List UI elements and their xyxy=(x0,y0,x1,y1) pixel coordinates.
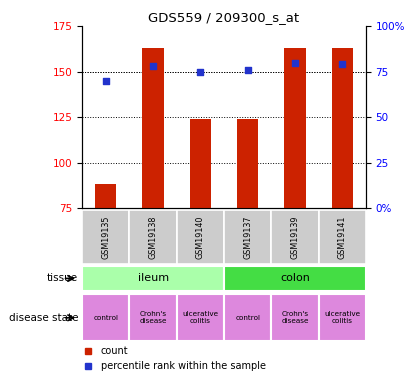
Text: control: control xyxy=(235,315,260,321)
Bar xyxy=(224,210,271,264)
Point xyxy=(339,62,345,68)
Text: GSM19139: GSM19139 xyxy=(291,215,299,259)
Bar xyxy=(284,48,305,208)
Bar xyxy=(177,294,224,341)
Bar xyxy=(319,210,366,264)
Bar xyxy=(332,48,353,208)
Text: tissue: tissue xyxy=(47,273,78,284)
Text: GSM19135: GSM19135 xyxy=(102,215,110,259)
Text: GSM19140: GSM19140 xyxy=(196,216,205,259)
Bar xyxy=(237,119,258,208)
Text: GSM19137: GSM19137 xyxy=(243,215,252,259)
Text: ileum: ileum xyxy=(138,273,169,284)
Text: Crohn's
disease: Crohn's disease xyxy=(281,311,309,324)
Bar xyxy=(319,294,366,341)
Bar xyxy=(224,266,366,291)
Text: ulcerative
colitis: ulcerative colitis xyxy=(324,311,360,324)
Bar xyxy=(271,294,319,341)
Bar xyxy=(82,210,129,264)
Bar xyxy=(271,210,319,264)
Point xyxy=(150,63,156,69)
Text: colon: colon xyxy=(280,273,310,284)
Point xyxy=(197,69,203,75)
Bar xyxy=(177,210,224,264)
Bar xyxy=(95,184,116,208)
Text: GSM19141: GSM19141 xyxy=(338,216,346,259)
Title: GDS559 / 209300_s_at: GDS559 / 209300_s_at xyxy=(148,11,300,24)
Bar xyxy=(143,48,164,208)
Text: percentile rank within the sample: percentile rank within the sample xyxy=(101,361,266,370)
Text: GSM19138: GSM19138 xyxy=(149,216,157,259)
Text: Crohn's
disease: Crohn's disease xyxy=(139,311,167,324)
Bar xyxy=(129,210,177,264)
Text: ulcerative
colitis: ulcerative colitis xyxy=(182,311,218,324)
Text: count: count xyxy=(101,346,128,355)
Text: control: control xyxy=(93,315,118,321)
Text: disease state: disease state xyxy=(9,313,78,323)
Bar xyxy=(82,266,224,291)
Bar xyxy=(224,294,271,341)
Bar xyxy=(190,119,211,208)
Point xyxy=(292,60,298,66)
Bar xyxy=(82,294,129,341)
Bar xyxy=(129,294,177,341)
Point xyxy=(244,67,251,73)
Point xyxy=(103,78,109,84)
